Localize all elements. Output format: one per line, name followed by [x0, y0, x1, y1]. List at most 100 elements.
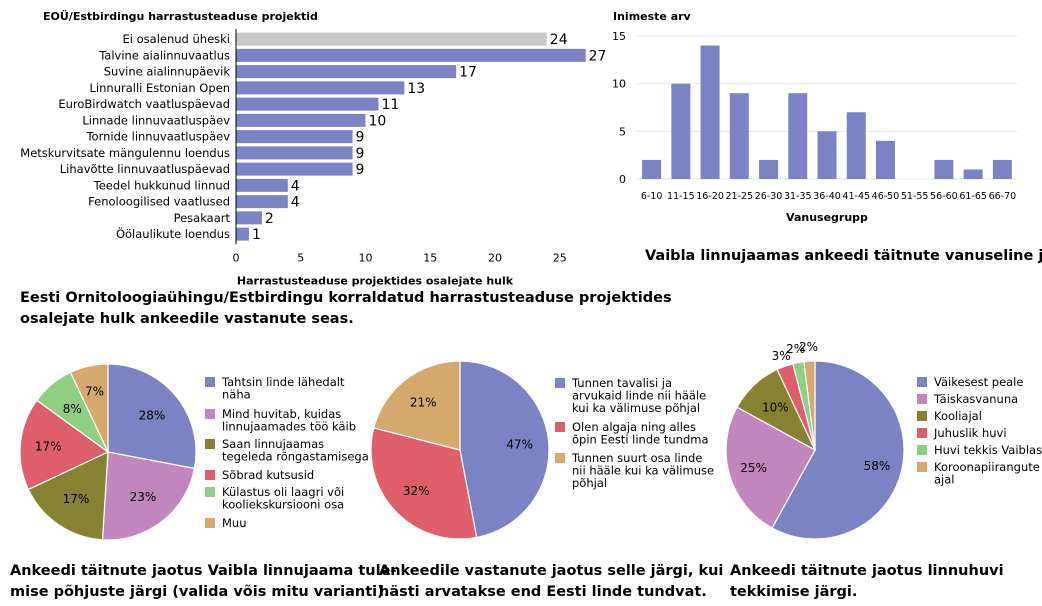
- reasons-legend-swatch: [205, 487, 215, 497]
- projects-bar: [236, 195, 288, 209]
- projects-category-label: Linnuralli Estonian Open: [90, 81, 230, 95]
- origin-legend-label: Koroonapiirangute: [934, 460, 1040, 474]
- age-x-tick: 31-35: [784, 191, 812, 202]
- reasons-pct-label: 28%: [139, 409, 166, 423]
- projects-x-axis-label: Harrastusteaduse projektides osalejate h…: [237, 274, 514, 287]
- knowledge-legend-label: Olen algaja ning alles: [572, 420, 696, 434]
- knowledge-legend-swatch: [555, 422, 565, 432]
- age-x-tick: 41-45: [842, 191, 870, 202]
- reasons-pie-chart: 28% 23% 17% 17% 8%7% Tahtsin linde lähedaltnä…: [19, 363, 369, 541]
- captions: Eesti Ornitoloogiaühingu/Estbirdingu kor…: [10, 248, 1042, 600]
- age-x-tick: 56-60: [930, 191, 958, 202]
- knowledge-pct-label: 32%: [403, 484, 430, 498]
- age-bar: [817, 131, 837, 179]
- age-x-tick: 66-70: [989, 191, 1017, 202]
- projects-category-label: Fenoloogilised vaatlused: [88, 195, 230, 209]
- reasons-legend-label: näha: [222, 388, 251, 402]
- reasons-pct-label: 8%: [63, 402, 82, 416]
- projects-x-tick: 5: [297, 251, 304, 264]
- projects-bar: [236, 130, 353, 144]
- origin-pie-chart: 58%25%10%3%2%2%Väikesest pealeTäiskasvan…: [725, 340, 1042, 540]
- age-bar: [671, 83, 691, 179]
- reasons-legend-swatch: [205, 439, 215, 449]
- knowledge-pct-label: 21%: [410, 396, 437, 410]
- reasons-legend-swatch: [205, 409, 215, 419]
- age-x-axis-label: Vanusegrupp: [786, 211, 868, 224]
- projects-x-tick: 15: [423, 251, 437, 264]
- projects-bar: [236, 32, 547, 46]
- projects-category-label: Talvine aialinnuvaatlus: [98, 48, 230, 62]
- knowledge-caption: Ankeedile vastanute jaotus selle järgi, …: [379, 563, 723, 579]
- projects-x-tick: 10: [359, 251, 373, 264]
- age-x-tick: 26-30: [755, 191, 783, 202]
- reasons-legend-label: Mind huvitab, kuidas: [222, 407, 341, 421]
- age-x-tick: 61-65: [959, 191, 987, 202]
- projects-category-label: EuroBirdwatch vaatluspäevad: [58, 97, 230, 111]
- origin-legend-swatch: [917, 377, 927, 387]
- reasons-pct-label: 7%: [85, 384, 104, 398]
- origin-slice: [803, 360, 816, 451]
- projects-category-label: Metskurvitsate mängulennu loendus: [20, 146, 230, 160]
- reasons-legend-label: linnujaamades töö käib: [222, 420, 356, 434]
- origin-slice: [725, 406, 816, 529]
- projects-value-label: 4: [291, 195, 300, 211]
- projects-bar: [236, 65, 457, 79]
- projects-bar: [236, 113, 366, 127]
- reasons-legend-label: Saan linnujaamas: [222, 437, 324, 451]
- reasons-slice: [69, 363, 109, 453]
- projects-title: EOÜ/Estbirdingu harrastusteaduse projekt…: [43, 9, 318, 23]
- reasons-pct-label: 23%: [130, 490, 157, 504]
- age-bar: [700, 45, 720, 180]
- projects-value-label: 9: [356, 146, 365, 162]
- projects-value-label: 11: [381, 97, 399, 113]
- reasons-legend-label: Sõbrad kutsusid: [222, 468, 314, 482]
- projects-x-tick: 25: [553, 251, 567, 264]
- origin-legend-swatch: [917, 411, 927, 421]
- projects-bar: [236, 178, 288, 192]
- knowledge-legend-label: Tunnen tavalisi ja: [571, 376, 672, 390]
- origin-legend-swatch: [917, 428, 927, 438]
- projects-value-label: 2: [265, 211, 274, 227]
- reasons-pct-label: 17%: [35, 439, 62, 453]
- reasons-caption: Ankeedi täitnute jaotus Vaibla linnujaam…: [10, 563, 396, 579]
- projects-value-label: 17: [459, 65, 477, 81]
- age-caption: Vaibla linnujaamas ankeedi täitnute vanu…: [645, 248, 1042, 264]
- projects-caption: osalejate hulk ankeedile vastanute seas.: [20, 311, 354, 327]
- reasons-legend-label: Külastus oli laagri või: [222, 485, 344, 499]
- age-x-tick: 11-15: [667, 191, 695, 202]
- origin-pct-label: 3%: [772, 349, 791, 363]
- projects-value-label: 27: [589, 48, 607, 64]
- reasons-caption: mise põhjuste järgi (valida võis mitu va…: [10, 584, 389, 600]
- projects-bar: [236, 48, 586, 62]
- knowledge-caption: hästi arvatakse end Eesti linde tundvat.: [379, 584, 707, 600]
- projects-value-label: 4: [291, 178, 300, 194]
- reasons-slice: [107, 363, 197, 470]
- reasons-legend-swatch: [205, 470, 215, 480]
- knowledge-pct-label: 47%: [506, 437, 533, 451]
- projects-bar-chart: EOÜ/Estbirdingu harrastusteaduse projekt…: [20, 9, 606, 287]
- knowledge-legend-label: arvukaid linde nii hääle: [572, 389, 706, 403]
- projects-category-label: Ei osalenud üheski: [123, 32, 231, 46]
- knowledge-legend-swatch: [555, 378, 565, 388]
- age-x-tick: 6-10: [641, 191, 663, 202]
- origin-legend-label: ajal: [934, 473, 954, 487]
- projects-category-label: Teedel hukkunud linnud: [93, 178, 230, 192]
- projects-value-label: 24: [550, 32, 568, 48]
- origin-legend-label: Väikesest peale: [934, 375, 1023, 389]
- age-y-tick: 0: [619, 173, 626, 186]
- reasons-pct-label: 17%: [63, 492, 90, 506]
- projects-category-label: Linnade linnuvaatluspäev: [82, 113, 230, 127]
- age-x-tick: 51-55: [901, 191, 929, 202]
- age-bar: [846, 112, 866, 179]
- age-bar: [759, 159, 779, 179]
- projects-value-label: 9: [356, 130, 365, 146]
- projects-caption: Eesti Ornitoloogiaühingu/Estbirdingu kor…: [20, 290, 672, 306]
- projects-category-label: Öölaulikute loendus: [116, 225, 230, 241]
- age-bar: [642, 159, 662, 179]
- projects-x-tick: 20: [488, 251, 502, 264]
- knowledge-slice: [459, 360, 550, 539]
- projects-bar: [236, 162, 353, 176]
- projects-x-tick: 0: [233, 251, 240, 264]
- knowledge-legend-swatch: [555, 453, 565, 463]
